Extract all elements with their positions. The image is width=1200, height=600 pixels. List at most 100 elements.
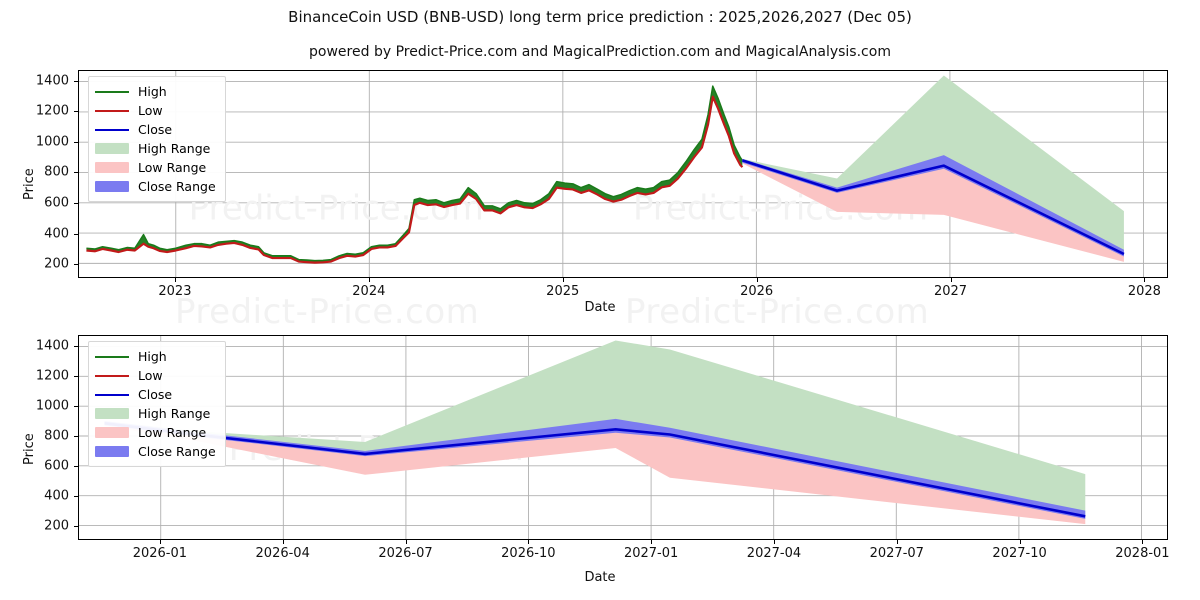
bottom-chart-x-tick-label: 2027-10 bbox=[992, 546, 1047, 561]
top-chart-legend: High Low Close High Range Low Range Close Ran… bbox=[88, 76, 226, 202]
bottom-chart-x-tick-label: 2026-01 bbox=[132, 546, 188, 561]
bottom-chart-y-tick-label: 200 bbox=[44, 518, 69, 534]
top-chart-y-tick-label: 1200 bbox=[35, 103, 69, 119]
top-chart-y-tick-label: 600 bbox=[44, 195, 69, 211]
bottom-chart-y-tick-label: 800 bbox=[44, 428, 69, 444]
bottom-chart-legend-item-low-range: Low Range bbox=[95, 423, 216, 442]
top-chart-legend-label: High Range bbox=[138, 141, 211, 156]
top-chart-legend-swatch-close-range-icon bbox=[95, 181, 129, 192]
top-chart-x-tick-mark bbox=[562, 278, 564, 282]
bottom-chart-legend-swatch-low-range-icon bbox=[95, 427, 129, 438]
bottom-chart-legend-label: Low bbox=[138, 368, 163, 383]
top-chart-legend-swatch-high-icon bbox=[95, 90, 129, 93]
top-chart-y-tick-label: 200 bbox=[44, 256, 69, 272]
bottom-chart-legend-swatch-close-icon bbox=[95, 393, 129, 396]
bottom-chart-legend-item-high-range: High Range bbox=[95, 404, 216, 423]
top-chart-x-tick-mark bbox=[950, 278, 952, 282]
bottom-chart-x-tick-label: 2026-07 bbox=[378, 546, 433, 561]
top-chart-y-tick-mark bbox=[74, 233, 78, 235]
page-subtitle: powered by Predict-Price.com and Magical… bbox=[309, 44, 891, 60]
bottom-chart-legend-item-high: High bbox=[95, 347, 216, 366]
bottom-chart-x-tick-mark bbox=[1142, 540, 1144, 544]
top-chart-panel: Price Date Predict-Price.com Predict-Pric… bbox=[0, 60, 1200, 320]
bottom-chart-y-tick-mark bbox=[74, 466, 78, 468]
top-chart-y-tick-label: 800 bbox=[44, 164, 69, 180]
bottom-chart-x-tick-label: 2028-01 bbox=[1115, 546, 1170, 561]
bottom-chart-legend-swatch-high-icon bbox=[95, 355, 129, 358]
top-chart-legend-label: Close bbox=[138, 122, 173, 137]
bottom-chart-y-tick-mark bbox=[74, 405, 78, 407]
bottom-chart-x-tick-mark bbox=[896, 540, 898, 544]
bottom-chart-y-tick-label: 400 bbox=[44, 488, 69, 504]
top-chart-x-axis-label: Date bbox=[584, 300, 616, 315]
page-title: BinanceCoin USD (BNB-USD) long term pric… bbox=[288, 8, 912, 26]
top-chart-legend-swatch-low-range-icon bbox=[95, 162, 129, 173]
top-chart-legend-label: High bbox=[138, 84, 167, 99]
top-chart-legend-label: Low bbox=[138, 103, 163, 118]
bottom-chart-y-tick-label: 600 bbox=[44, 458, 69, 474]
top-chart-legend-item-close-range: Close Range bbox=[95, 177, 216, 196]
top-chart-plot-area: Predict-Price.com Predict-Price.com bbox=[78, 70, 1168, 278]
top-chart-watermark: Predict-Price.com bbox=[189, 189, 484, 228]
top-chart-x-tick-label: 2024 bbox=[352, 284, 386, 299]
top-chart-legend-swatch-high-range-icon bbox=[95, 143, 129, 154]
bottom-chart-legend-swatch-low-icon bbox=[95, 374, 129, 377]
bottom-chart-legend-label: High bbox=[138, 349, 167, 364]
bottom-chart-x-tick-label: 2027-04 bbox=[746, 546, 802, 561]
bottom-chart-x-tick-mark bbox=[1019, 540, 1021, 544]
bottom-chart-panel: Price Date Predict-Price.comPredict-Pric… bbox=[0, 325, 1200, 595]
top-chart-legend-swatch-low-icon bbox=[95, 109, 129, 112]
top-chart-x-tick-label: 2027 bbox=[933, 284, 968, 299]
top-chart-history-low-line bbox=[86, 95, 744, 264]
top-chart-x-tick-label: 2028 bbox=[1127, 284, 1161, 299]
bottom-chart-x-tick-mark bbox=[528, 540, 530, 544]
top-chart-low-range-area bbox=[742, 160, 1124, 262]
bottom-chart-legend-item-close-range: Close Range bbox=[95, 442, 216, 461]
bottom-chart-y-tick-mark bbox=[74, 496, 78, 498]
bottom-chart-legend-swatch-close-range-icon bbox=[95, 446, 129, 457]
bottom-chart-legend: High Low Close High Range Low Range Close Ran… bbox=[88, 341, 226, 467]
top-chart-x-tick-mark bbox=[756, 278, 758, 282]
bottom-chart-legend-label: Close Range bbox=[138, 444, 216, 459]
bottom-chart-legend-item-low: Low bbox=[95, 366, 216, 385]
bottom-chart-legend-label: High Range bbox=[138, 406, 211, 421]
bottom-chart-x-tick-mark bbox=[282, 540, 284, 544]
top-chart-y-tick-mark bbox=[74, 172, 78, 174]
bottom-chart-x-tick-label: 2026-04 bbox=[255, 546, 310, 561]
top-chart-legend-swatch-close-icon bbox=[95, 128, 129, 131]
top-chart-y-tick-label: 1400 bbox=[35, 73, 69, 89]
top-chart-y-tick-mark bbox=[74, 264, 78, 266]
bottom-chart-x-axis-label: Date bbox=[584, 570, 616, 585]
top-chart-legend-item-high: High bbox=[95, 82, 216, 101]
top-chart-graphic: Predict-Price.com Predict-Price.com bbox=[79, 71, 1167, 277]
top-chart-y-tick-label: 400 bbox=[44, 226, 69, 242]
bottom-chart-y-tick-mark bbox=[74, 345, 78, 347]
bottom-chart-x-tick-label: 2027-01 bbox=[623, 546, 679, 561]
top-chart-history-high-line bbox=[86, 85, 743, 262]
bottom-chart-x-tick-mark bbox=[651, 540, 653, 544]
top-chart-close-forecast-line bbox=[741, 159, 1125, 256]
top-chart-legend-item-low-range: Low Range bbox=[95, 158, 216, 177]
top-chart-x-tick-label: 2025 bbox=[546, 284, 580, 299]
bottom-chart-y-tick-label: 1200 bbox=[35, 368, 69, 384]
bottom-chart-x-tick-label: 2027-07 bbox=[869, 546, 924, 561]
top-chart-y-tick-mark bbox=[74, 141, 78, 143]
top-chart-x-tick-mark bbox=[174, 278, 176, 282]
bottom-chart-x-tick-mark bbox=[159, 540, 161, 544]
top-chart-legend-item-high-range: High Range bbox=[95, 139, 216, 158]
top-chart-legend-item-low: Low bbox=[95, 101, 216, 120]
top-chart-x-tick-mark bbox=[1144, 278, 1146, 282]
top-chart-legend-label: Close Range bbox=[138, 179, 216, 194]
top-chart-y-tick-mark bbox=[74, 111, 78, 113]
top-chart-y-tick-mark bbox=[74, 203, 78, 205]
bottom-chart-y-tick-label: 1400 bbox=[35, 338, 69, 354]
top-chart-y-tick-label: 1000 bbox=[35, 134, 69, 150]
top-chart-y-tick-mark bbox=[74, 80, 78, 82]
top-chart-x-tick-label: 2026 bbox=[740, 284, 774, 299]
bottom-chart-y-tick-mark bbox=[74, 375, 78, 377]
bottom-chart-x-tick-mark bbox=[773, 540, 775, 544]
top-chart-legend-label: Low Range bbox=[138, 160, 207, 175]
bottom-chart-y-tick-label: 1000 bbox=[35, 398, 69, 414]
